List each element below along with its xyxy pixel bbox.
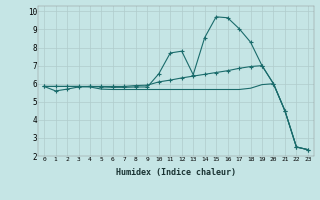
X-axis label: Humidex (Indice chaleur): Humidex (Indice chaleur) xyxy=(116,168,236,177)
